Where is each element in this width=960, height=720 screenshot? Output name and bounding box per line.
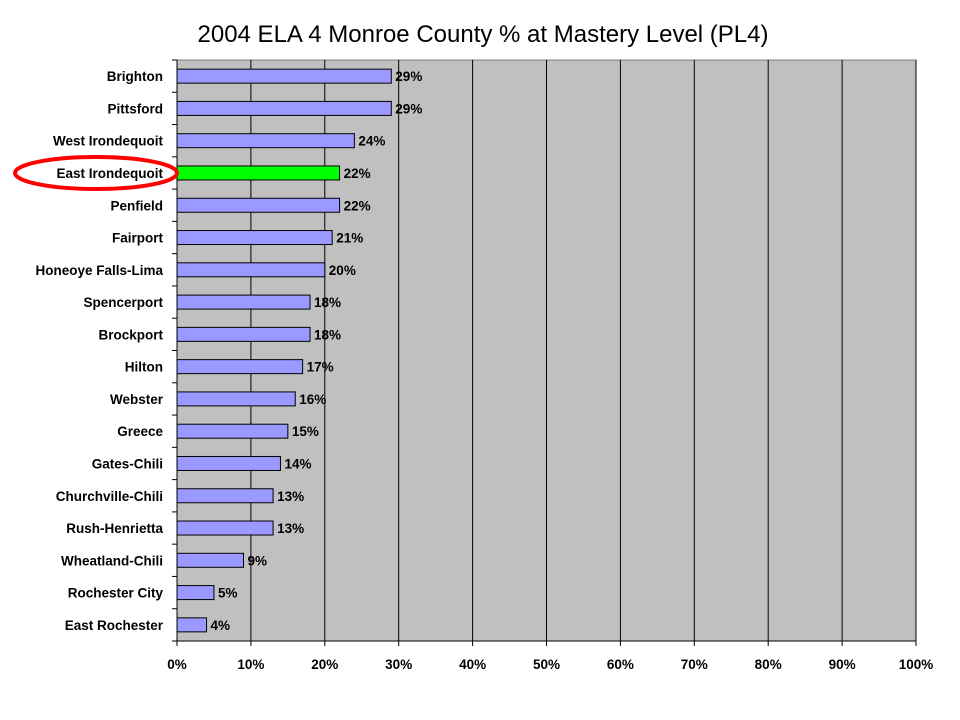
- value-label: 13%: [277, 521, 304, 536]
- plot-area: 0% 10% 20% 30% 40% 50% 60% 70% 80% 90% 100% Brighto…: [35, 59, 934, 672]
- category-label: Webster: [110, 392, 164, 407]
- value-label: 24%: [358, 134, 385, 149]
- value-label: 9%: [248, 553, 268, 568]
- x-tick-label: 90%: [829, 657, 856, 672]
- value-label: 18%: [314, 327, 341, 342]
- category-label: East Rochester: [65, 618, 164, 633]
- x-tick-label: 20%: [311, 657, 338, 672]
- x-tick-label: 60%: [607, 657, 634, 672]
- category-label: Pittsford: [108, 101, 164, 116]
- value-label: 5%: [218, 586, 238, 601]
- category-label: Fairport: [112, 231, 164, 246]
- value-label: 16%: [299, 392, 326, 407]
- value-label: 4%: [211, 618, 231, 633]
- value-label: 15%: [292, 424, 319, 439]
- value-label: 17%: [307, 360, 334, 375]
- category-label: Churchville-Chili: [56, 489, 163, 504]
- bar-gates-chili: [176, 455, 281, 471]
- x-tick-label: 70%: [681, 657, 708, 672]
- bar-rush-henrietta: [176, 520, 274, 536]
- value-label: 22%: [344, 166, 371, 181]
- value-label: 22%: [344, 198, 371, 213]
- bar-brockport: [176, 326, 311, 342]
- bar-rochester-city: [176, 585, 215, 601]
- value-label: 29%: [395, 69, 422, 84]
- bar-wheatland-chili: [176, 552, 245, 568]
- chart-title: 2004 ELA 4 Monroe County % at Mastery Le…: [198, 21, 769, 48]
- bar-penfield: [176, 197, 341, 213]
- category-label: Wheatland-Chili: [61, 553, 163, 568]
- category-label: Greece: [117, 424, 163, 439]
- bar-east-irondequoit: [176, 165, 341, 181]
- value-label: 20%: [329, 263, 356, 278]
- category-label: Brighton: [107, 69, 163, 84]
- category-label: Hilton: [125, 360, 163, 375]
- bar-greece: [176, 423, 289, 439]
- category-label: Brockport: [98, 327, 163, 342]
- category-label: Rush-Henrietta: [66, 521, 163, 536]
- bar-churchville-chili: [176, 488, 274, 504]
- bar-brighton: [176, 68, 392, 84]
- bar-spencerport: [176, 294, 311, 310]
- category-label: West Irondequoit: [53, 134, 164, 149]
- bar-west-irondequoit: [176, 133, 355, 149]
- category-label: Gates-Chili: [92, 456, 163, 471]
- value-label: 29%: [395, 101, 422, 116]
- bar-hilton: [176, 359, 304, 375]
- value-label: 21%: [336, 231, 363, 246]
- category-label: Penfield: [110, 198, 163, 213]
- bar-webster: [176, 391, 296, 407]
- x-tick-label: 30%: [385, 657, 412, 672]
- category-label: Spencerport: [83, 295, 163, 310]
- bar-fairport: [176, 230, 333, 246]
- category-label: Honeoye Falls-Lima: [35, 263, 163, 278]
- x-tick-label: 50%: [533, 657, 560, 672]
- x-tick-label: 100%: [899, 657, 934, 672]
- value-label: 13%: [277, 489, 304, 504]
- x-tick-label: 0%: [167, 657, 187, 672]
- bar-honeoye-falls-lima: [176, 262, 326, 278]
- bar-east-rochester: [176, 617, 208, 633]
- category-label: East Irondequoit: [56, 166, 163, 181]
- x-tick-label: 10%: [237, 657, 264, 672]
- value-label: 18%: [314, 295, 341, 310]
- bar-pittsford: [176, 100, 392, 116]
- category-label: Rochester City: [68, 586, 164, 601]
- x-tick-label: 80%: [755, 657, 782, 672]
- highlight-ellipse: [13, 154, 179, 191]
- value-label: 14%: [284, 456, 311, 471]
- x-tick-label: 40%: [459, 657, 486, 672]
